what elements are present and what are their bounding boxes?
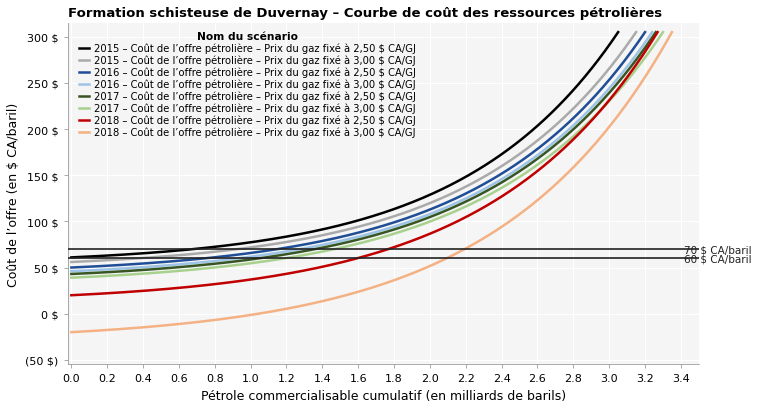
Text: 60 $ CA/baril: 60 $ CA/baril <box>685 254 752 264</box>
Y-axis label: Coût de l’offre (en $ CA/baril): Coût de l’offre (en $ CA/baril) <box>7 102 20 286</box>
Legend: 2015 – Coût de l’offre pétrolière – Prix du gaz fixé à 2,50 $ CA/GJ, 2015 – Coût: 2015 – Coût de l’offre pétrolière – Prix… <box>79 32 416 138</box>
Text: Formation schisteuse de Duvernay – Courbe de coût des ressources pétrolières: Formation schisteuse de Duvernay – Courb… <box>68 7 662 20</box>
Text: 70 $ CA/baril: 70 $ CA/baril <box>685 245 752 254</box>
X-axis label: Pétrole commercialisable cumulatif (en milliards de barils): Pétrole commercialisable cumulatif (en m… <box>201 389 566 402</box>
